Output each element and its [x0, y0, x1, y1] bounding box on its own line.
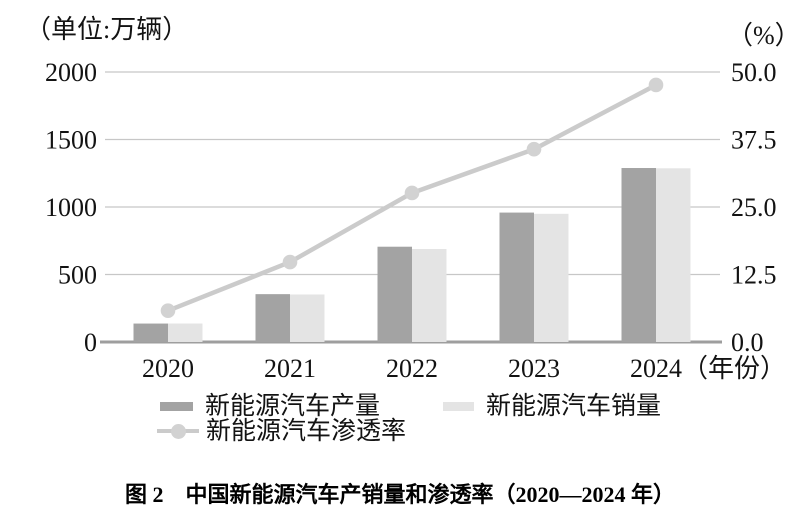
- right-tick-label: 37.5: [731, 126, 777, 155]
- x-tick-label: 2023: [508, 354, 560, 383]
- penetration-marker: [526, 141, 542, 157]
- x-tick-label: 2020: [142, 354, 194, 383]
- right-tick-label: 25.0: [731, 193, 777, 222]
- left-axis-tick-labels: 0 500 1000 1500 2000: [45, 58, 97, 357]
- left-tick-label: 1000: [45, 193, 97, 222]
- production-bar: [377, 246, 412, 342]
- legend-label-penetration: 新能源汽车渗透率: [206, 417, 407, 445]
- marker-dot-icon: [170, 423, 186, 439]
- x-axis-labels: 2020 2021 2022 2023 2024: [142, 354, 682, 383]
- production-swatch-icon: [160, 401, 193, 411]
- bars-sales: [168, 168, 691, 342]
- penetration-marker: [648, 77, 664, 93]
- right-tick-label: 50.0: [731, 58, 777, 87]
- penetration-line-swatch-icon: [157, 422, 199, 440]
- x-axis-suffix-label: （年份）: [682, 354, 786, 383]
- x-tick-label: 2021: [264, 354, 316, 383]
- legend-item-production: 新能源汽车产量: [160, 393, 380, 419]
- x-tick-label: 2024: [630, 354, 682, 383]
- penetration-marker: [404, 185, 420, 201]
- sales-bar: [290, 294, 325, 342]
- chart-canvas: （单位:万辆） （%） 0 500 1000 1500 2000 0.0 12.5 25.0…: [25, 15, 800, 383]
- right-axis-tick-labels: 0.0 12.5 25.0 37.5 50.0: [731, 58, 777, 357]
- left-tick-label: 0: [84, 328, 97, 357]
- legend-label-sales: 新能源汽车销量: [486, 392, 662, 420]
- sales-swatch-icon: [443, 401, 474, 411]
- sales-bar: [168, 323, 203, 342]
- penetration-marker: [160, 303, 176, 318]
- production-bar: [255, 294, 290, 342]
- right-tick-label: 0.0: [731, 328, 764, 357]
- penetration-markers: [160, 77, 664, 318]
- penetration-marker: [282, 254, 298, 270]
- production-bar: [133, 323, 168, 342]
- production-bar: [499, 212, 534, 342]
- production-bar: [621, 168, 656, 342]
- legend-label-production: 新能源汽车产量: [205, 392, 381, 420]
- sales-bar: [534, 213, 569, 342]
- legend-item-sales: 新能源汽车销量: [443, 393, 661, 419]
- bars-production: [133, 168, 656, 342]
- figure-caption: 图 2 中国新能源汽车产销量和渗透率（2020—2024 年）: [124, 482, 675, 507]
- sales-bar: [656, 168, 691, 342]
- left-axis-unit-label: （单位:万辆）: [25, 15, 188, 44]
- sales-bar: [412, 249, 447, 342]
- x-tick-label: 2022: [386, 354, 438, 383]
- legend-item-penetration: 新能源汽车渗透率: [157, 418, 406, 444]
- right-axis-unit-label: （%）: [727, 21, 800, 50]
- right-tick-label: 12.5: [731, 261, 777, 290]
- left-tick-label: 2000: [45, 58, 97, 87]
- left-tick-label: 500: [58, 261, 97, 290]
- left-tick-label: 1500: [45, 126, 97, 155]
